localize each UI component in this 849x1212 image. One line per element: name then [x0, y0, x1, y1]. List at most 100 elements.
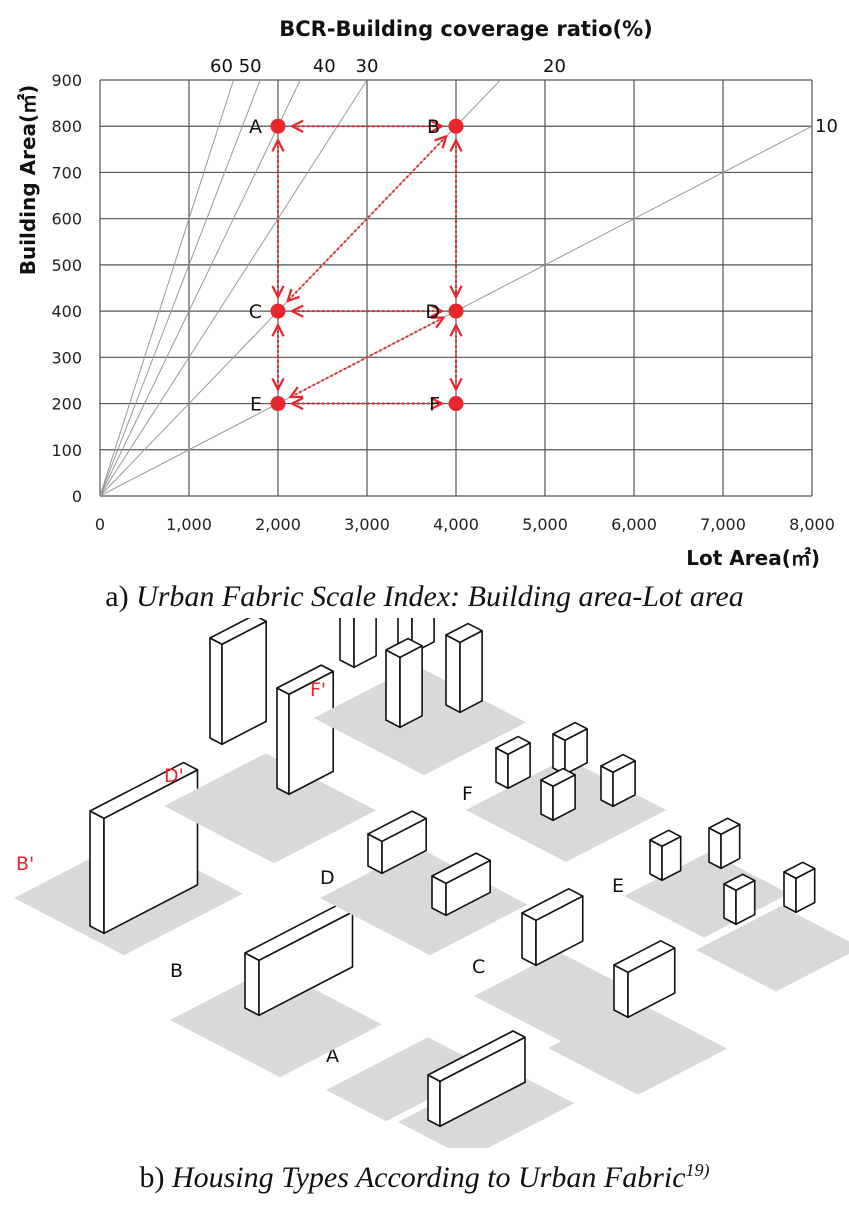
- building-e1-top: [649, 829, 682, 848]
- building-d1: [367, 810, 428, 875]
- building-f4: [600, 753, 636, 808]
- bcr-label-20: 20: [543, 56, 566, 77]
- building-d1-top: [367, 810, 428, 843]
- slab-e1: [624, 852, 789, 938]
- x-tick-label: 5,000: [522, 515, 568, 534]
- building-dprime1-face: [209, 637, 223, 746]
- arrow-B-C: [288, 136, 447, 301]
- building-e3: [723, 873, 756, 926]
- x-tick-label: 0: [95, 515, 105, 534]
- building-e2: [708, 817, 741, 870]
- building-fprime4-side: [459, 630, 483, 714]
- housing-types-illustration: ABB'CDD'EFF': [14, 618, 849, 1148]
- building-fprime4-top: [445, 622, 483, 644]
- slab-fprime: [314, 665, 526, 776]
- building-c2-top: [613, 939, 676, 974]
- y-tick-label: 100: [51, 441, 82, 460]
- slab-b: [170, 967, 382, 1078]
- building-fprime3-side: [399, 645, 423, 729]
- y-tick-label: 0: [72, 487, 82, 506]
- type-label: D': [164, 765, 184, 787]
- building-f3: [540, 767, 576, 822]
- building-fprime1-face: [339, 618, 355, 669]
- bcr-line-60: [100, 80, 234, 496]
- y-tick-label: 500: [51, 256, 82, 275]
- x-axis-label: Lot Area(㎡): [686, 546, 820, 570]
- y-tick-label: 200: [51, 395, 82, 414]
- point-B: [448, 118, 464, 134]
- caption-b-footnote: 19): [685, 1160, 710, 1180]
- building-dprime2-face: [276, 687, 290, 796]
- point-D: [448, 303, 464, 319]
- building-fprime4-face: [445, 634, 461, 714]
- bcr-label-60: 60: [210, 56, 233, 77]
- point-label-D: D: [425, 301, 440, 323]
- building-f4-top: [600, 753, 636, 774]
- building-e1: [649, 829, 682, 882]
- caption-b: b) Housing Types According to Urban Fabr…: [0, 1160, 849, 1195]
- slab-a2: [398, 1067, 575, 1148]
- building-e4-top: [783, 861, 816, 880]
- building-fprime1: [339, 618, 377, 669]
- y-axis-label: Building Area(㎡): [16, 85, 40, 276]
- type-label: B': [16, 853, 34, 875]
- arrow-D-E: [290, 318, 443, 398]
- building-fprime3: [385, 637, 423, 729]
- bcr-line-30: [100, 80, 368, 496]
- slab-c2: [548, 1001, 728, 1095]
- arrows: [278, 126, 456, 403]
- caption-a-prefix: a): [105, 580, 137, 613]
- x-tick-label: 8,000: [789, 515, 835, 534]
- building-c2-face: [613, 964, 629, 1019]
- building-b: [244, 903, 354, 1017]
- building-f2: [552, 721, 588, 776]
- x-tick-label: 6,000: [611, 515, 657, 534]
- building-c1-top: [521, 887, 584, 922]
- building-d2: [431, 852, 492, 917]
- type-label: F': [310, 679, 326, 701]
- x-tick-label: 3,000: [344, 515, 390, 534]
- y-tick-label: 400: [51, 302, 82, 321]
- chart-title: BCR-Building coverage ratio(%): [279, 17, 653, 41]
- bcr-label-50: 50: [239, 56, 262, 77]
- point-E: [270, 396, 286, 412]
- x-tick-label: 1,000: [166, 515, 212, 534]
- slab-d: [320, 847, 528, 956]
- point-C: [270, 303, 286, 319]
- data-points: A B C D E F: [249, 116, 464, 416]
- bcr-chart: BCR-Building coverage ratio(%) Building …: [16, 17, 838, 570]
- type-label: B: [170, 960, 183, 982]
- slab-e2: [696, 906, 849, 992]
- building-f3-top: [540, 767, 576, 788]
- building-a-top: [427, 1030, 526, 1083]
- point-label-F: F: [429, 394, 440, 416]
- type-label: C: [472, 956, 485, 978]
- point-label-E: E: [250, 394, 262, 416]
- caption-a-text: Urban Fabric Scale Index: Building area-…: [136, 580, 744, 613]
- building-bprime-face: [89, 810, 105, 935]
- building-bprime-top: [89, 761, 199, 820]
- caption-a: a) Urban Fabric Scale Index: Building ar…: [0, 580, 849, 614]
- building-dprime2: [276, 664, 335, 796]
- building-c1: [521, 887, 584, 967]
- building-e4: [783, 861, 816, 914]
- x-tick-label: 7,000: [700, 515, 746, 534]
- building-c2: [613, 939, 676, 1019]
- bcr-label-30: 30: [356, 56, 379, 77]
- x-tick-label: 4,000: [433, 515, 479, 534]
- building-c1-face: [521, 912, 537, 967]
- y-tick-label: 700: [51, 163, 82, 182]
- caption-b-text: Housing Types According to Urban Fabric: [171, 1161, 686, 1194]
- bcr-label-10: 10: [815, 116, 838, 137]
- building-f1-top: [495, 735, 531, 756]
- building-dprime1: [209, 618, 268, 746]
- type-label: E: [612, 875, 624, 897]
- building-b-face: [244, 952, 260, 1017]
- building-dprime1-top: [209, 618, 268, 646]
- slab-dprime: [164, 753, 376, 864]
- bcr-line-50: [100, 80, 261, 496]
- building-fprime3-top: [385, 637, 423, 659]
- type-label: D: [320, 867, 335, 889]
- y-tick-label: 800: [51, 117, 82, 136]
- building-fprime3-face: [385, 649, 401, 729]
